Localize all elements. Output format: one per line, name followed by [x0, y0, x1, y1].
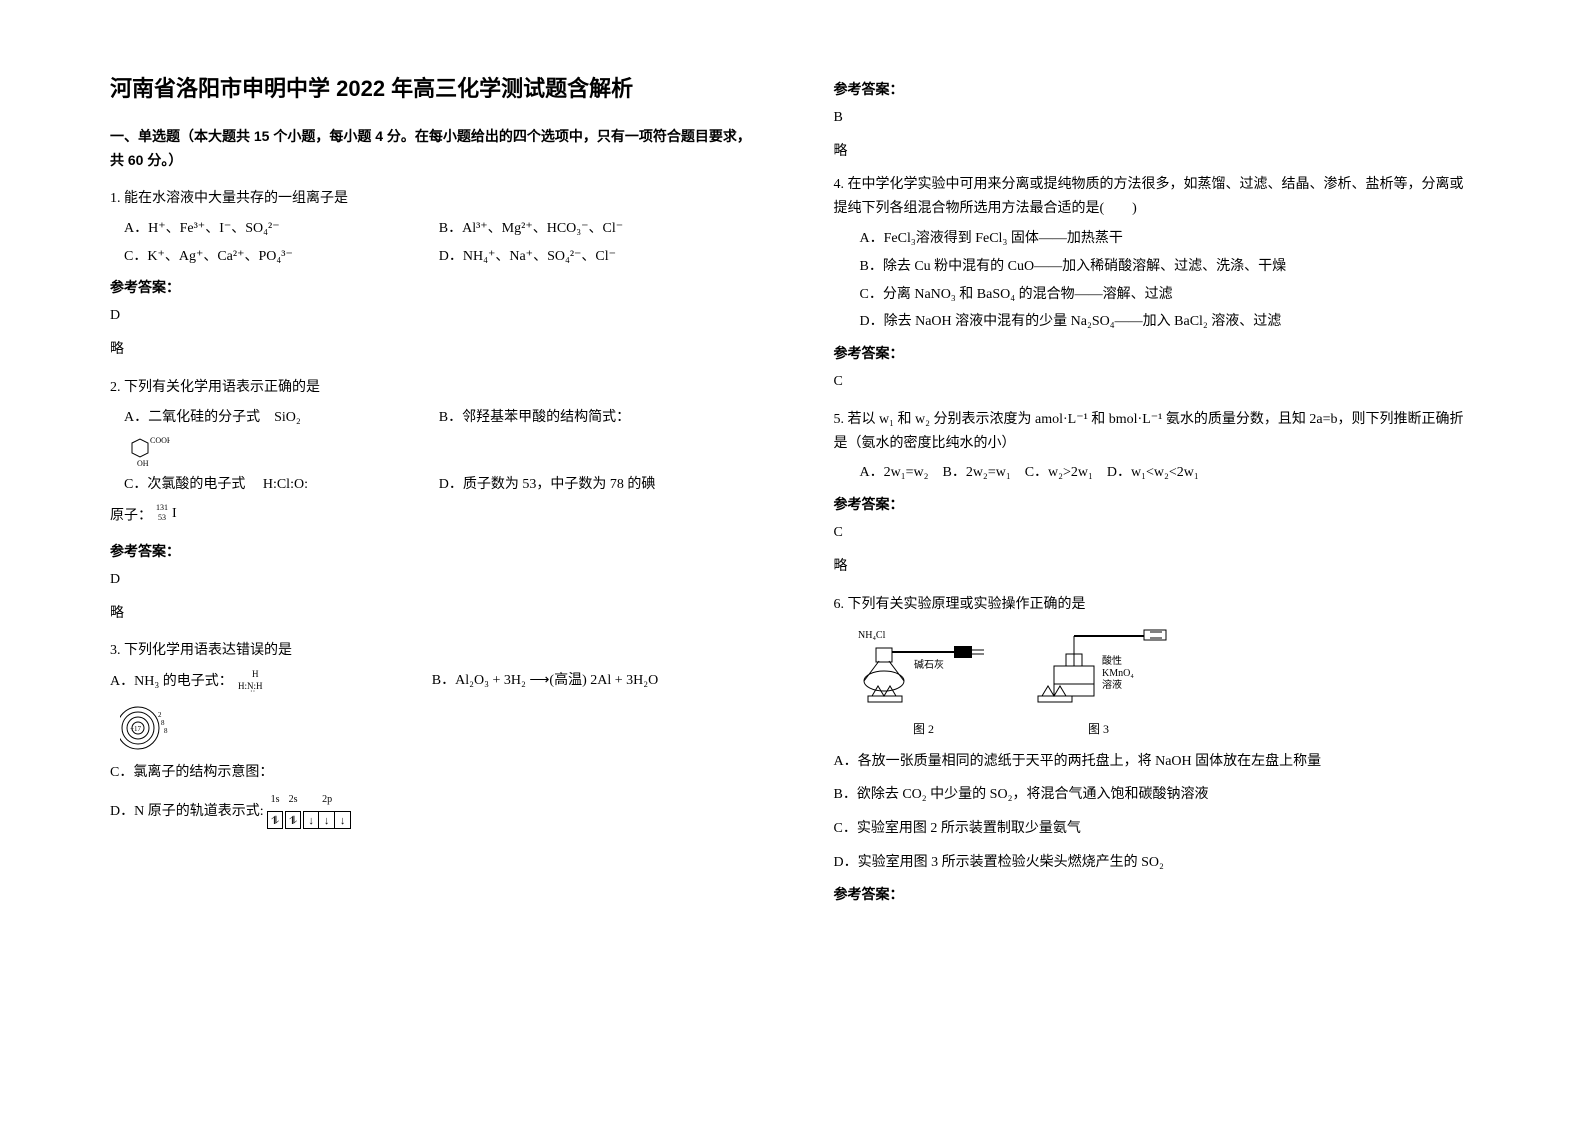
q2-answer: D: [110, 568, 754, 592]
apparatus-2-icon: NH₄Cl 碱石灰: [854, 626, 994, 706]
q3-option-b: B．Al₂O₃ + 3H₂ ⟶(高温) 2Al + 3H₂O: [432, 669, 754, 695]
benzene-structure-icon: COOH OH: [124, 433, 170, 469]
q3-option-d-line: D．N 原子的轨道表示式: 1s ⥮ 2s ⥮ 2p ↓↓↓: [110, 795, 754, 829]
orbital-2p-label: 2p: [303, 795, 351, 805]
svg-text:COOH: COOH: [150, 436, 170, 445]
question-3: 3. 下列化学用语表达错误的是 A．NH₃ 的电子式： H H:N:H ·· B…: [110, 639, 754, 828]
q2-atom-line: 原子： 131 53 I: [110, 501, 754, 532]
answer-label: 参考答案：: [834, 78, 1478, 102]
svg-text:H: H: [252, 669, 259, 679]
q3-option-d: D．N 原子的轨道表示式:: [110, 804, 264, 819]
q2-option-a: A．二氧化硅的分子式 SiO₂: [124, 406, 439, 430]
page-title: 河南省洛阳市申明中学 2022 年高三化学测试题含解析: [110, 70, 754, 107]
fig2-nh4cl-label: NH₄Cl: [858, 630, 886, 641]
svg-text:酸性: 酸性: [1102, 654, 1122, 667]
chlorine-atom-icon: +17 2 8 8: [120, 703, 174, 753]
orbital-diagram-icon: 1s ⥮ 2s ⥮ 2p ↓↓↓: [267, 795, 351, 829]
svg-text:OH: OH: [137, 459, 149, 468]
q3-stem: 3. 下列化学用语表达错误的是: [110, 639, 754, 663]
q5-stem: 5. 若以 w₁ 和 w₂ 分别表示浓度为 amol·L⁻¹ 和 bmol·L⁻…: [834, 408, 1478, 456]
svg-text:2: 2: [158, 711, 162, 719]
question-4: 4. 在中学化学实验中可用来分离或提纯物质的方法很多，如蒸馏、过滤、结晶、渗析、…: [834, 173, 1478, 393]
answer-label: 参考答案：: [834, 342, 1478, 366]
q5-skip: 略: [834, 555, 1478, 579]
q1-option-d: D．NH₄⁺、Na⁺、SO₄²⁻、Cl⁻: [439, 245, 754, 269]
q1-option-b: B．Al³⁺、Mg²⁺、HCO₃⁻、Cl⁻: [439, 217, 754, 241]
q5-options: A．2w₁=w₂ B．2w₂=w₁ C．w₂>2w₁ D．w₁<w₂<2w₁: [834, 461, 1478, 485]
q3-option-a: A．NH₃ 的电子式： H H:N:H ··: [110, 669, 432, 695]
q6-option-a: A．各放一张质量相同的滤纸于天平的两托盘上，将 NaOH 固体放在左盘上称量: [834, 750, 1478, 774]
q1-skip: 略: [110, 338, 754, 362]
q3-answer: B: [834, 106, 1478, 130]
left-column: 河南省洛阳市申明中学 2022 年高三化学测试题含解析 一、单选题（本大题共 1…: [90, 70, 794, 1082]
svg-text:8: 8: [164, 727, 168, 735]
figure-row: NH₄Cl 碱石灰 图 2: [854, 626, 1478, 739]
q4-option-c: C．分离 NaNO₃ 和 BaSO₄ 的混合物——溶解、过滤: [834, 283, 1478, 307]
svg-text:8: 8: [161, 719, 165, 727]
svg-text:+17: +17: [130, 725, 141, 733]
answer-label: 参考答案：: [110, 276, 754, 300]
fig2-lime-label: 碱石灰: [914, 658, 944, 671]
svg-text:I: I: [172, 506, 177, 521]
figure-3: 酸性 KMnO₄ 溶液 图 3: [1024, 626, 1174, 739]
q1-option-c: C．K⁺、Ag⁺、Ca²⁺、PO₄³⁻: [124, 245, 439, 269]
figure-2: NH₄Cl 碱石灰 图 2: [854, 626, 994, 739]
question-6: 6. 下列有关实验原理或实验操作正确的是 NH₄Cl 碱石灰: [834, 593, 1478, 907]
apparatus-3-icon: 酸性 KMnO₄ 溶液: [1024, 626, 1174, 706]
q1-stem: 1. 能在水溶液中大量共存的一组离子是: [110, 187, 754, 211]
question-2: 2. 下列有关化学用语表示正确的是 A．二氧化硅的分子式 SiO₂ B．邻羟基苯…: [110, 376, 754, 626]
q2-stem: 2. 下列有关化学用语表示正确的是: [110, 376, 754, 400]
q4-stem: 4. 在中学化学实验中可用来分离或提纯物质的方法很多，如蒸馏、过滤、结晶、渗析、…: [834, 173, 1478, 221]
figure-2-caption: 图 2: [854, 719, 994, 739]
q4-option-a: A．FeCl₃溶液得到 FeCl₃ 固体——加热蒸干: [834, 227, 1478, 251]
svg-text:··: ··: [250, 687, 255, 695]
q6-option-c: C．实验室用图 2 所示装置制取少量氨气: [834, 817, 1478, 841]
q6-option-b: B．欲除去 CO₂ 中少量的 SO₂，将混合气通入饱和碳酸钠溶液: [834, 783, 1478, 807]
svg-text:131: 131: [156, 503, 168, 512]
svg-text:53: 53: [158, 513, 166, 522]
q3-skip: 略: [834, 140, 1478, 164]
q2-option-c-formula: H:Cl:O:: [263, 477, 308, 492]
q3-option-c: C．氯离子的结构示意图：: [110, 761, 754, 785]
q2-option-c-pre: C．次氯酸的电子式: [124, 477, 259, 492]
svg-text:溶液: 溶液: [1102, 678, 1122, 691]
q2-atom-label: 原子：: [110, 509, 152, 524]
q2-option-b: B．邻羟基苯甲酸的结构简式：: [439, 406, 754, 430]
nh3-electron-icon: H H:N:H ··: [236, 669, 276, 695]
q4-option-d: D．除去 NaOH 溶液中混有的少量 Na₂SO₄——加入 BaCl₂ 溶液、过…: [834, 310, 1478, 334]
right-column: 参考答案： B 略 4. 在中学化学实验中可用来分离或提纯物质的方法很多，如蒸馏…: [794, 70, 1498, 1082]
q2-skip: 略: [110, 602, 754, 626]
q2-option-d: D．质子数为 53，中子数为 78 的碘: [439, 473, 754, 497]
answer-label: 参考答案：: [110, 540, 754, 564]
question-5: 5. 若以 w₁ 和 w₂ 分别表示浓度为 amol·L⁻¹ 和 bmol·L⁻…: [834, 408, 1478, 579]
question-1: 1. 能在水溶液中大量共存的一组离子是 A．H⁺、Fe³⁺、I⁻、SO₄²⁻ B…: [110, 187, 754, 362]
orbital-1s-label: 1s: [267, 795, 283, 805]
q4-answer: C: [834, 370, 1478, 394]
iodine-isotope-icon: 131 53 I: [156, 501, 184, 532]
q1-option-a: A．H⁺、Fe³⁺、I⁻、SO₄²⁻: [124, 217, 439, 241]
q6-stem: 6. 下列有关实验原理或实验操作正确的是: [834, 593, 1478, 617]
figure-3-caption: 图 3: [1024, 719, 1174, 739]
svg-text:KMnO₄: KMnO₄: [1102, 668, 1134, 679]
q2-option-c: C．次氯酸的电子式 H:Cl:O:: [124, 473, 439, 497]
answer-label: 参考答案：: [834, 493, 1478, 517]
q1-answer: D: [110, 304, 754, 328]
answer-label: 参考答案：: [834, 883, 1478, 907]
q4-option-b: B．除去 Cu 粉中混有的 CuO——加入稀硝酸溶解、过滤、洗涤、干燥: [834, 255, 1478, 279]
q3-option-a-pre: A．NH₃ 的电子式：: [110, 674, 233, 689]
section-intro: 一、单选题（本大题共 15 个小题，每小题 4 分。在每小题给出的四个选项中，只…: [110, 125, 754, 173]
orbital-2s-label: 2s: [285, 795, 301, 805]
q5-answer: C: [834, 521, 1478, 545]
q6-option-d: D．实验室用图 3 所示装置检验火柴头燃烧产生的 SO₂: [834, 851, 1478, 875]
